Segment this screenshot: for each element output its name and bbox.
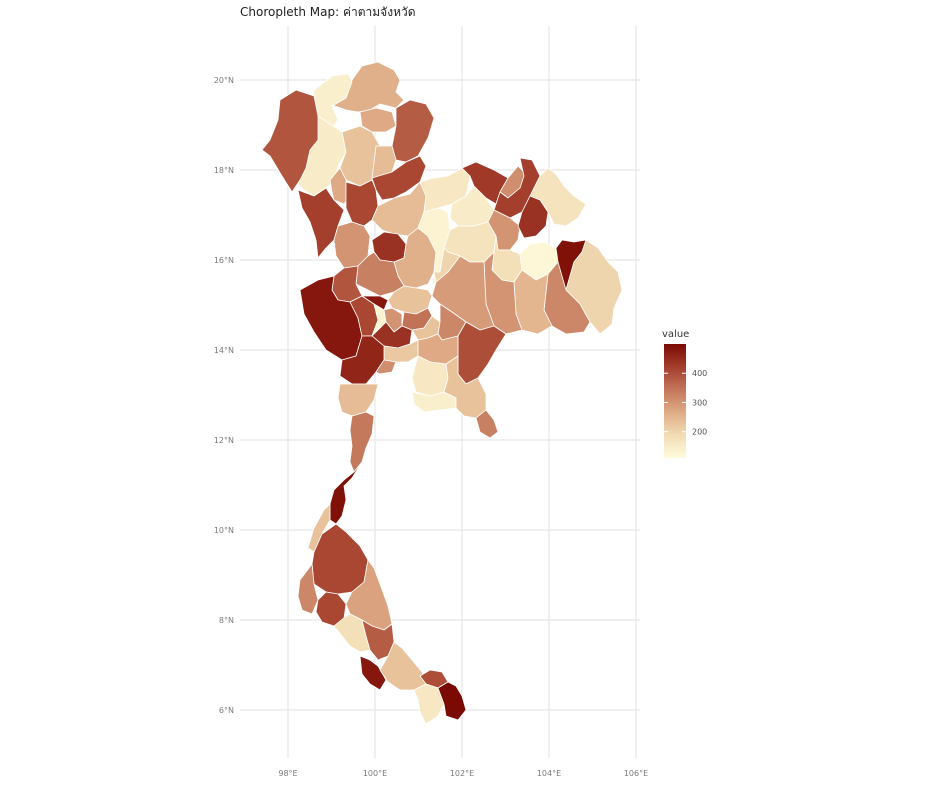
x-tick-label: 102°E	[450, 769, 474, 778]
legend-tick-label: 200	[692, 428, 707, 437]
province-sa-kaeo	[457, 321, 507, 385]
x-tick-label: 100°E	[363, 769, 387, 778]
province-chai-nat	[361, 295, 389, 311]
x-tick-label: 98°E	[278, 769, 297, 778]
province-satun	[359, 655, 387, 691]
y-tick-label: 16°N	[214, 256, 234, 265]
province-sakon-nakhon	[493, 157, 541, 219]
province-samut-songkhram	[375, 359, 397, 375]
province-lop-buri	[387, 285, 433, 315]
y-tick-label: 18°N	[214, 166, 234, 175]
province-mukdahan	[517, 195, 549, 239]
province-chumphon	[329, 461, 363, 525]
province-phang-nga	[297, 563, 319, 615]
province-layer	[261, 61, 623, 725]
x-tick-label: 106°E	[624, 769, 648, 778]
legend-tick-label: 300	[692, 398, 707, 407]
y-tick-label: 12°N	[214, 436, 234, 445]
legend-title: value	[662, 329, 689, 340]
province-ranong	[307, 503, 331, 553]
province-trat	[475, 409, 499, 439]
province-phetchaburi	[337, 383, 379, 417]
map-title: Choropleth Map: ค่าตามจังหวัด	[240, 5, 416, 19]
province-nakhon-sawan	[355, 251, 405, 297]
legend-colorbar	[664, 344, 686, 458]
axis-ticks: 98°E 100°E 102°E 104°E 106°E 20°N 18°N 1…	[214, 76, 648, 778]
y-tick-label: 14°N	[214, 346, 234, 355]
province-nan	[391, 99, 435, 163]
y-tick-label: 8°N	[219, 616, 234, 625]
x-tick-label: 104°E	[537, 769, 561, 778]
y-tick-label: 20°N	[214, 76, 234, 85]
province-phayao	[359, 107, 397, 133]
province-prachuap-khiri-khan	[349, 411, 375, 473]
y-tick-label: 6°N	[219, 706, 234, 715]
legend: value 400 300 200	[662, 329, 707, 458]
province-chaiyaphum	[433, 247, 461, 283]
legend-ticks: 400 300 200	[664, 369, 707, 437]
province-yala	[413, 683, 445, 725]
province-narathiwat	[437, 681, 467, 721]
y-tick-label: 10°N	[214, 526, 234, 535]
legend-tick-label: 400	[692, 369, 707, 378]
